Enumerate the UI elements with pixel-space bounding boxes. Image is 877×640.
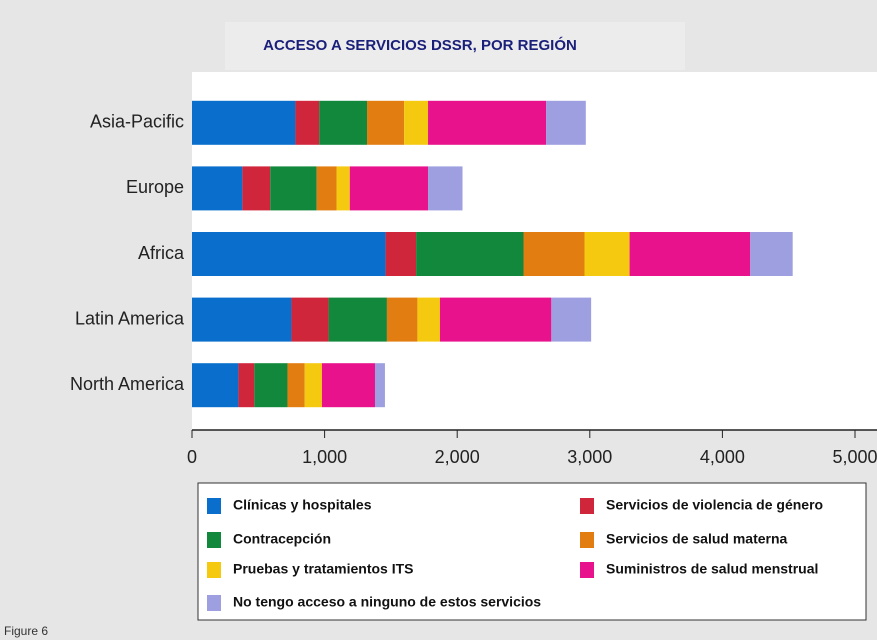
legend-swatch — [207, 562, 221, 578]
bar-segment — [546, 100, 586, 145]
bar-segment — [192, 297, 292, 342]
legend-swatch — [580, 498, 594, 514]
bar-segment — [238, 363, 255, 408]
bar-segment — [192, 232, 386, 276]
title-box — [225, 22, 685, 70]
x-tick-label: 4,000 — [700, 447, 745, 467]
bar-segment — [304, 363, 322, 408]
legend-label: Contracepción — [233, 531, 331, 547]
y-tick-label: Asia-Pacific — [90, 112, 184, 132]
bar-segment — [416, 232, 524, 276]
bar-segment — [367, 100, 405, 145]
bar-segment — [291, 297, 329, 342]
x-tick-label: 1,000 — [302, 447, 347, 467]
legend-swatch — [207, 532, 221, 548]
bar-segment — [336, 166, 350, 211]
legend-label: No tengo acceso a ninguno de estos servi… — [233, 594, 541, 610]
x-tick-label: 3,000 — [567, 447, 612, 467]
legend-swatch — [580, 562, 594, 578]
x-tick-label: 5,000 — [832, 447, 877, 467]
bar-segment — [584, 232, 630, 276]
bar-segment — [295, 100, 320, 145]
bar-segment — [192, 100, 296, 145]
bar-segment — [629, 232, 751, 276]
legend-label: Clínicas y hospitales — [233, 497, 372, 513]
chart-title: ACCESO A SERVICIOS DSSR, POR REGIÓN — [263, 36, 577, 54]
legend-label: Pruebas y tratamientos ITS — [233, 561, 414, 577]
bar-segment — [254, 363, 288, 408]
x-tick-label: 2,000 — [435, 447, 480, 467]
legend-swatch — [207, 595, 221, 611]
bar-segment — [316, 166, 337, 211]
legend-box — [197, 482, 867, 621]
bar-segment — [428, 100, 547, 145]
bar-segment — [349, 166, 429, 211]
bar-segment — [287, 363, 305, 408]
bar-segment — [242, 166, 271, 211]
x-tick-label: 0 — [187, 447, 197, 467]
bar-segment — [523, 232, 585, 276]
bar-segment — [321, 363, 375, 408]
bar-segment — [428, 166, 463, 211]
y-tick-label: Latin America — [75, 308, 185, 328]
legend-swatch — [207, 498, 221, 514]
bar-segment — [270, 166, 317, 211]
bar-segment — [417, 297, 440, 342]
bar-segment — [192, 363, 239, 408]
y-tick-label: Africa — [138, 243, 185, 263]
legend-label: Servicios de violencia de género — [606, 497, 823, 513]
bar-segment — [551, 297, 592, 342]
bar-segment — [385, 232, 417, 276]
caption: Figure 6 — [4, 624, 48, 638]
bar-segment — [439, 297, 552, 342]
bar-segment — [386, 297, 418, 342]
legend-swatch — [580, 532, 594, 548]
y-tick-label: Europe — [126, 177, 184, 197]
bar-segment — [192, 166, 243, 211]
bar-segment — [374, 363, 385, 408]
y-tick-label: North America — [70, 374, 185, 394]
bar-segment — [319, 100, 368, 145]
bar-segment — [328, 297, 387, 342]
bar-segment — [750, 232, 793, 276]
legend-label: Servicios de salud materna — [606, 531, 788, 547]
legend-label: Suministros de salud menstrual — [606, 561, 818, 577]
bar-segment — [404, 100, 429, 145]
